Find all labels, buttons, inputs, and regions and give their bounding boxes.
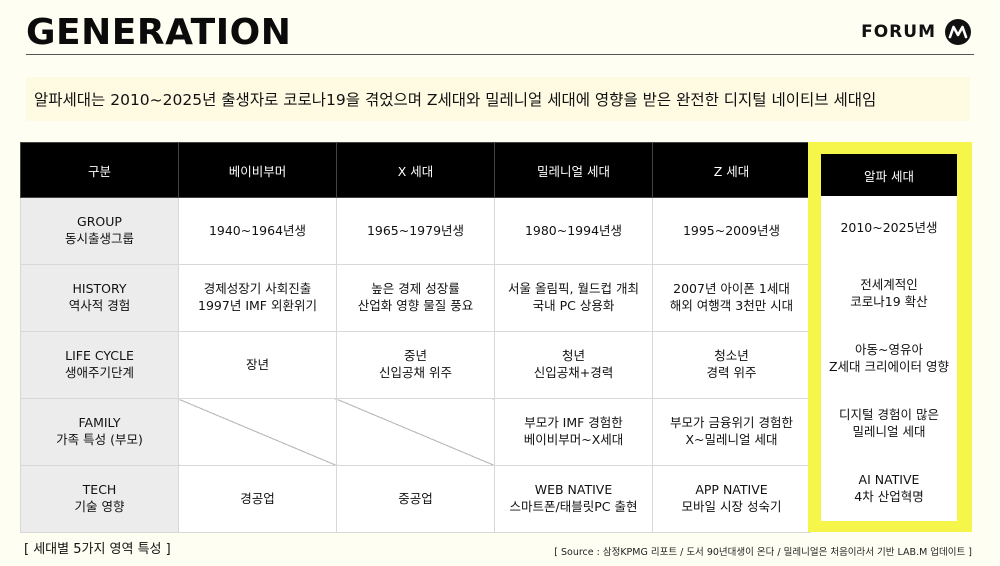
- header-gen-z: Z 세대: [652, 142, 811, 198]
- table-cell: 부모가 IMF 경험한 베이비부머~X세대: [494, 398, 653, 466]
- table-row-family: FAMILY 가족 특성 (부모) 부모가 IMF 경험한 베이비부머~X세대 부…: [20, 398, 811, 466]
- summary-text: 알파세대는 2010~2025년 출생자로 코로나19을 겪었으며 Z세대와 밀…: [34, 91, 877, 109]
- alpha-cell-family: 디지털 경험이 많은 밀레니얼 세대: [839, 406, 939, 439]
- row-label-group: GROUP 동시출생그룹: [20, 197, 179, 265]
- table-cell: 부모가 금융위기 경험한 X~밀레니얼 세대: [652, 398, 811, 466]
- title-divider: [26, 54, 974, 55]
- table-cell: 경제성장기 사회진출 1997년 IMF 외환위기: [178, 264, 337, 332]
- brand: FORUM: [861, 18, 972, 46]
- empty-diagonal-cell: [178, 398, 337, 466]
- table-header-row: 구분 베이비부머 X 세대 밀레니얼 세대 Z 세대: [20, 142, 811, 198]
- row-label-history: HISTORY 역사적 경험: [20, 264, 179, 332]
- table-cell: WEB NATIVE 스마트폰/태블릿PC 출현: [494, 465, 653, 533]
- table-caption: [ 세대별 5가지 영역 특성 ]: [24, 542, 171, 557]
- table-cell: 중년 신입공채 위주: [336, 331, 495, 399]
- row-label-life-cycle: LIFE CYCLE 생애주기단계: [20, 331, 179, 399]
- alpha-column-body: 2010~2025년생 전세계적인 코로나19 확산 아동~영유아 Z세대 크리에이…: [821, 196, 957, 521]
- forum-m-logo-icon: [945, 19, 971, 45]
- page-title: GENERATION: [26, 12, 292, 53]
- table-cell: APP NATIVE 모바일 시장 성숙기: [652, 465, 811, 533]
- row-label-tech: TECH 기술 영향: [20, 465, 179, 533]
- header-gen-x: X 세대: [336, 142, 495, 198]
- table-cell: 높은 경제 성장률 산업화 영향 물질 풍요: [336, 264, 495, 332]
- table-cell: 서울 올림픽, 월드컵 개최 국내 PC 상용화: [494, 264, 653, 332]
- table-row-tech: TECH 기술 영향 경공업 중공업 WEB NATIVE 스마트폰/태블릿PC …: [20, 465, 811, 533]
- alpha-cell-history: 전세계적인 코로나19 확산: [850, 276, 928, 309]
- table-cell: 장년: [178, 331, 337, 399]
- table-cell: 청년 신입공채+경력: [494, 331, 653, 399]
- table-cell: 2007년 아이폰 1세대 해외 여행객 3천만 시대: [652, 264, 811, 332]
- alpha-cell-group: 2010~2025년생: [840, 220, 938, 236]
- table-cell: 1980~1994년생: [494, 197, 653, 265]
- alpha-generation-highlight: 알파 세대 2010~2025년생 전세계적인 코로나19 확산 아동~영유아 Z세…: [808, 142, 972, 532]
- header-alpha: 알파 세대: [821, 154, 957, 196]
- table-cell: 청소년 경력 위주: [652, 331, 811, 399]
- summary-banner: 알파세대는 2010~2025년 출생자로 코로나19을 겪었으며 Z세대와 밀…: [26, 77, 970, 121]
- table-cell: 1940~1964년생: [178, 197, 337, 265]
- table-cell: 1965~1979년생: [336, 197, 495, 265]
- alpha-cell-life-cycle: 아동~영유아 Z세대 크리에이터 영향: [828, 341, 949, 374]
- row-label-family: FAMILY 가족 특성 (부모): [20, 398, 179, 466]
- generation-table: 구분 베이비부머 X 세대 밀레니얼 세대 Z 세대 GROUP 동시출생그룹 …: [20, 142, 811, 533]
- table-cell: 경공업: [178, 465, 337, 533]
- table-row-group: GROUP 동시출생그룹 1940~1964년생 1965~1979년생 198…: [20, 197, 811, 265]
- header-millennial: 밀레니얼 세대: [494, 142, 653, 198]
- header-category: 구분: [20, 142, 179, 198]
- alpha-cell-tech: AI NATIVE 4차 산업혁명: [854, 471, 924, 504]
- source-note: [ Source : 삼정KPMG 리포트 / 도서 90년대생이 온다 / 밀…: [554, 547, 972, 558]
- empty-diagonal-cell: [336, 398, 495, 466]
- brand-text: FORUM: [861, 22, 936, 42]
- header-baby-boomer: 베이비부머: [178, 142, 337, 198]
- table-cell: 1995~2009년생: [652, 197, 811, 265]
- table-cell: 중공업: [336, 465, 495, 533]
- table-row-history: HISTORY 역사적 경험 경제성장기 사회진출 1997년 IMF 외환위기 …: [20, 264, 811, 332]
- table-row-life-cycle: LIFE CYCLE 생애주기단계 장년 중년 신입공채 위주 청년 신입공채+경력…: [20, 331, 811, 399]
